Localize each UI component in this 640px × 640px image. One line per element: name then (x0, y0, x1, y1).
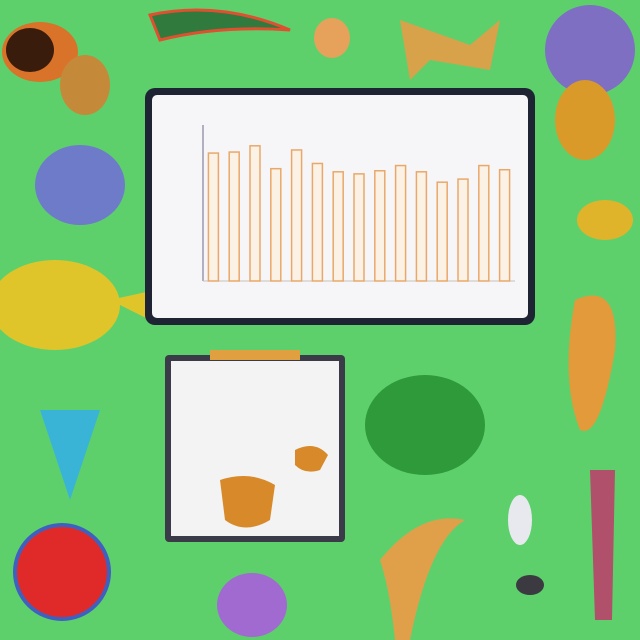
creature (147, 8, 291, 42)
creature (555, 80, 615, 160)
illustration-figure (295, 446, 328, 472)
bar (249, 145, 261, 282)
illustration-figure (220, 476, 275, 528)
creature (40, 410, 100, 500)
bar (457, 178, 469, 282)
bar (498, 168, 511, 282)
bar (415, 171, 428, 282)
creature (13, 523, 111, 621)
creature (400, 20, 500, 80)
bar (436, 181, 448, 282)
bar (290, 149, 303, 282)
creature (590, 470, 615, 620)
creature (568, 295, 616, 431)
bar (270, 167, 282, 282)
creature (217, 573, 287, 637)
creature (516, 575, 544, 595)
bar (332, 171, 344, 282)
bars (207, 145, 511, 282)
creature (0, 260, 120, 350)
creature (380, 518, 465, 640)
creature (577, 200, 633, 240)
bar (311, 162, 324, 282)
document-tab (210, 350, 300, 360)
creature (6, 28, 54, 72)
bar (478, 164, 490, 282)
creature (545, 5, 635, 95)
creature (365, 375, 485, 475)
creature (314, 18, 350, 58)
bar (394, 164, 407, 282)
creature (110, 290, 155, 320)
bar (228, 151, 240, 282)
bar (207, 152, 220, 282)
creatures (0, 5, 635, 640)
bar (353, 173, 365, 282)
creature (35, 145, 125, 225)
creature (60, 55, 110, 115)
creature (508, 495, 532, 545)
bar (374, 170, 386, 282)
